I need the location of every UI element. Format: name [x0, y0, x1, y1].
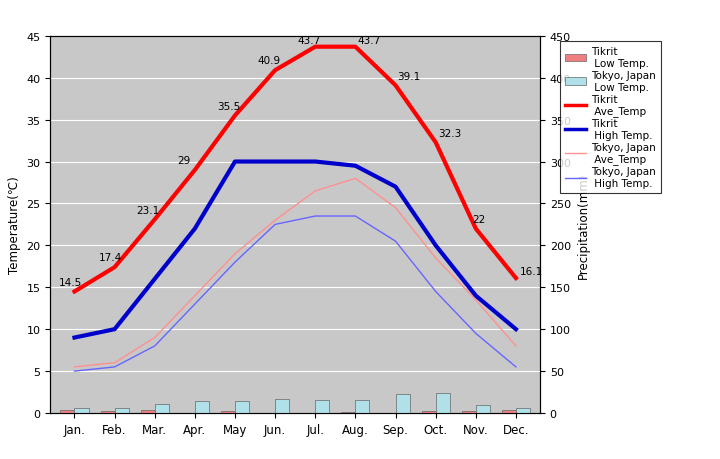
Bar [395, 394, 410, 413]
Bar [502, 411, 516, 413]
Bar [476, 405, 490, 413]
Text: 43.7: 43.7 [297, 35, 320, 45]
Bar [195, 401, 209, 413]
Y-axis label: Temperature(℃): Temperature(℃) [8, 176, 21, 274]
Bar [155, 404, 168, 413]
Bar [60, 411, 74, 413]
Bar [356, 400, 369, 413]
Text: 32.3: 32.3 [438, 128, 461, 138]
Text: 39.1: 39.1 [397, 72, 420, 81]
Bar [101, 411, 114, 413]
Text: 35.5: 35.5 [217, 101, 240, 112]
Bar [140, 411, 155, 413]
Bar [341, 412, 356, 413]
Bar [235, 401, 249, 413]
Bar [422, 411, 436, 413]
Text: 40.9: 40.9 [257, 56, 280, 66]
Text: 29: 29 [177, 156, 190, 166]
Bar [315, 400, 329, 413]
Bar [275, 399, 289, 413]
Text: 23.1: 23.1 [137, 205, 160, 215]
Bar [436, 393, 450, 413]
Bar [516, 409, 530, 413]
Text: 14.5: 14.5 [58, 277, 81, 287]
Legend: Tikrit
 Low Temp., Tokyo, Japan
 Low Temp., Tikrit
 Ave_Temp, Tikrit
 High Temp.: Tikrit Low Temp., Tokyo, Japan Low Temp.… [559, 42, 661, 194]
Bar [462, 411, 476, 413]
Text: 17.4: 17.4 [99, 253, 122, 263]
Y-axis label: Precipitation(mm): Precipitation(mm) [577, 172, 590, 278]
Text: 16.1: 16.1 [520, 266, 543, 276]
Bar [114, 408, 129, 413]
Text: 43.7: 43.7 [357, 35, 381, 45]
Text: 22: 22 [472, 214, 485, 224]
Bar [221, 411, 235, 413]
Bar [74, 408, 89, 413]
